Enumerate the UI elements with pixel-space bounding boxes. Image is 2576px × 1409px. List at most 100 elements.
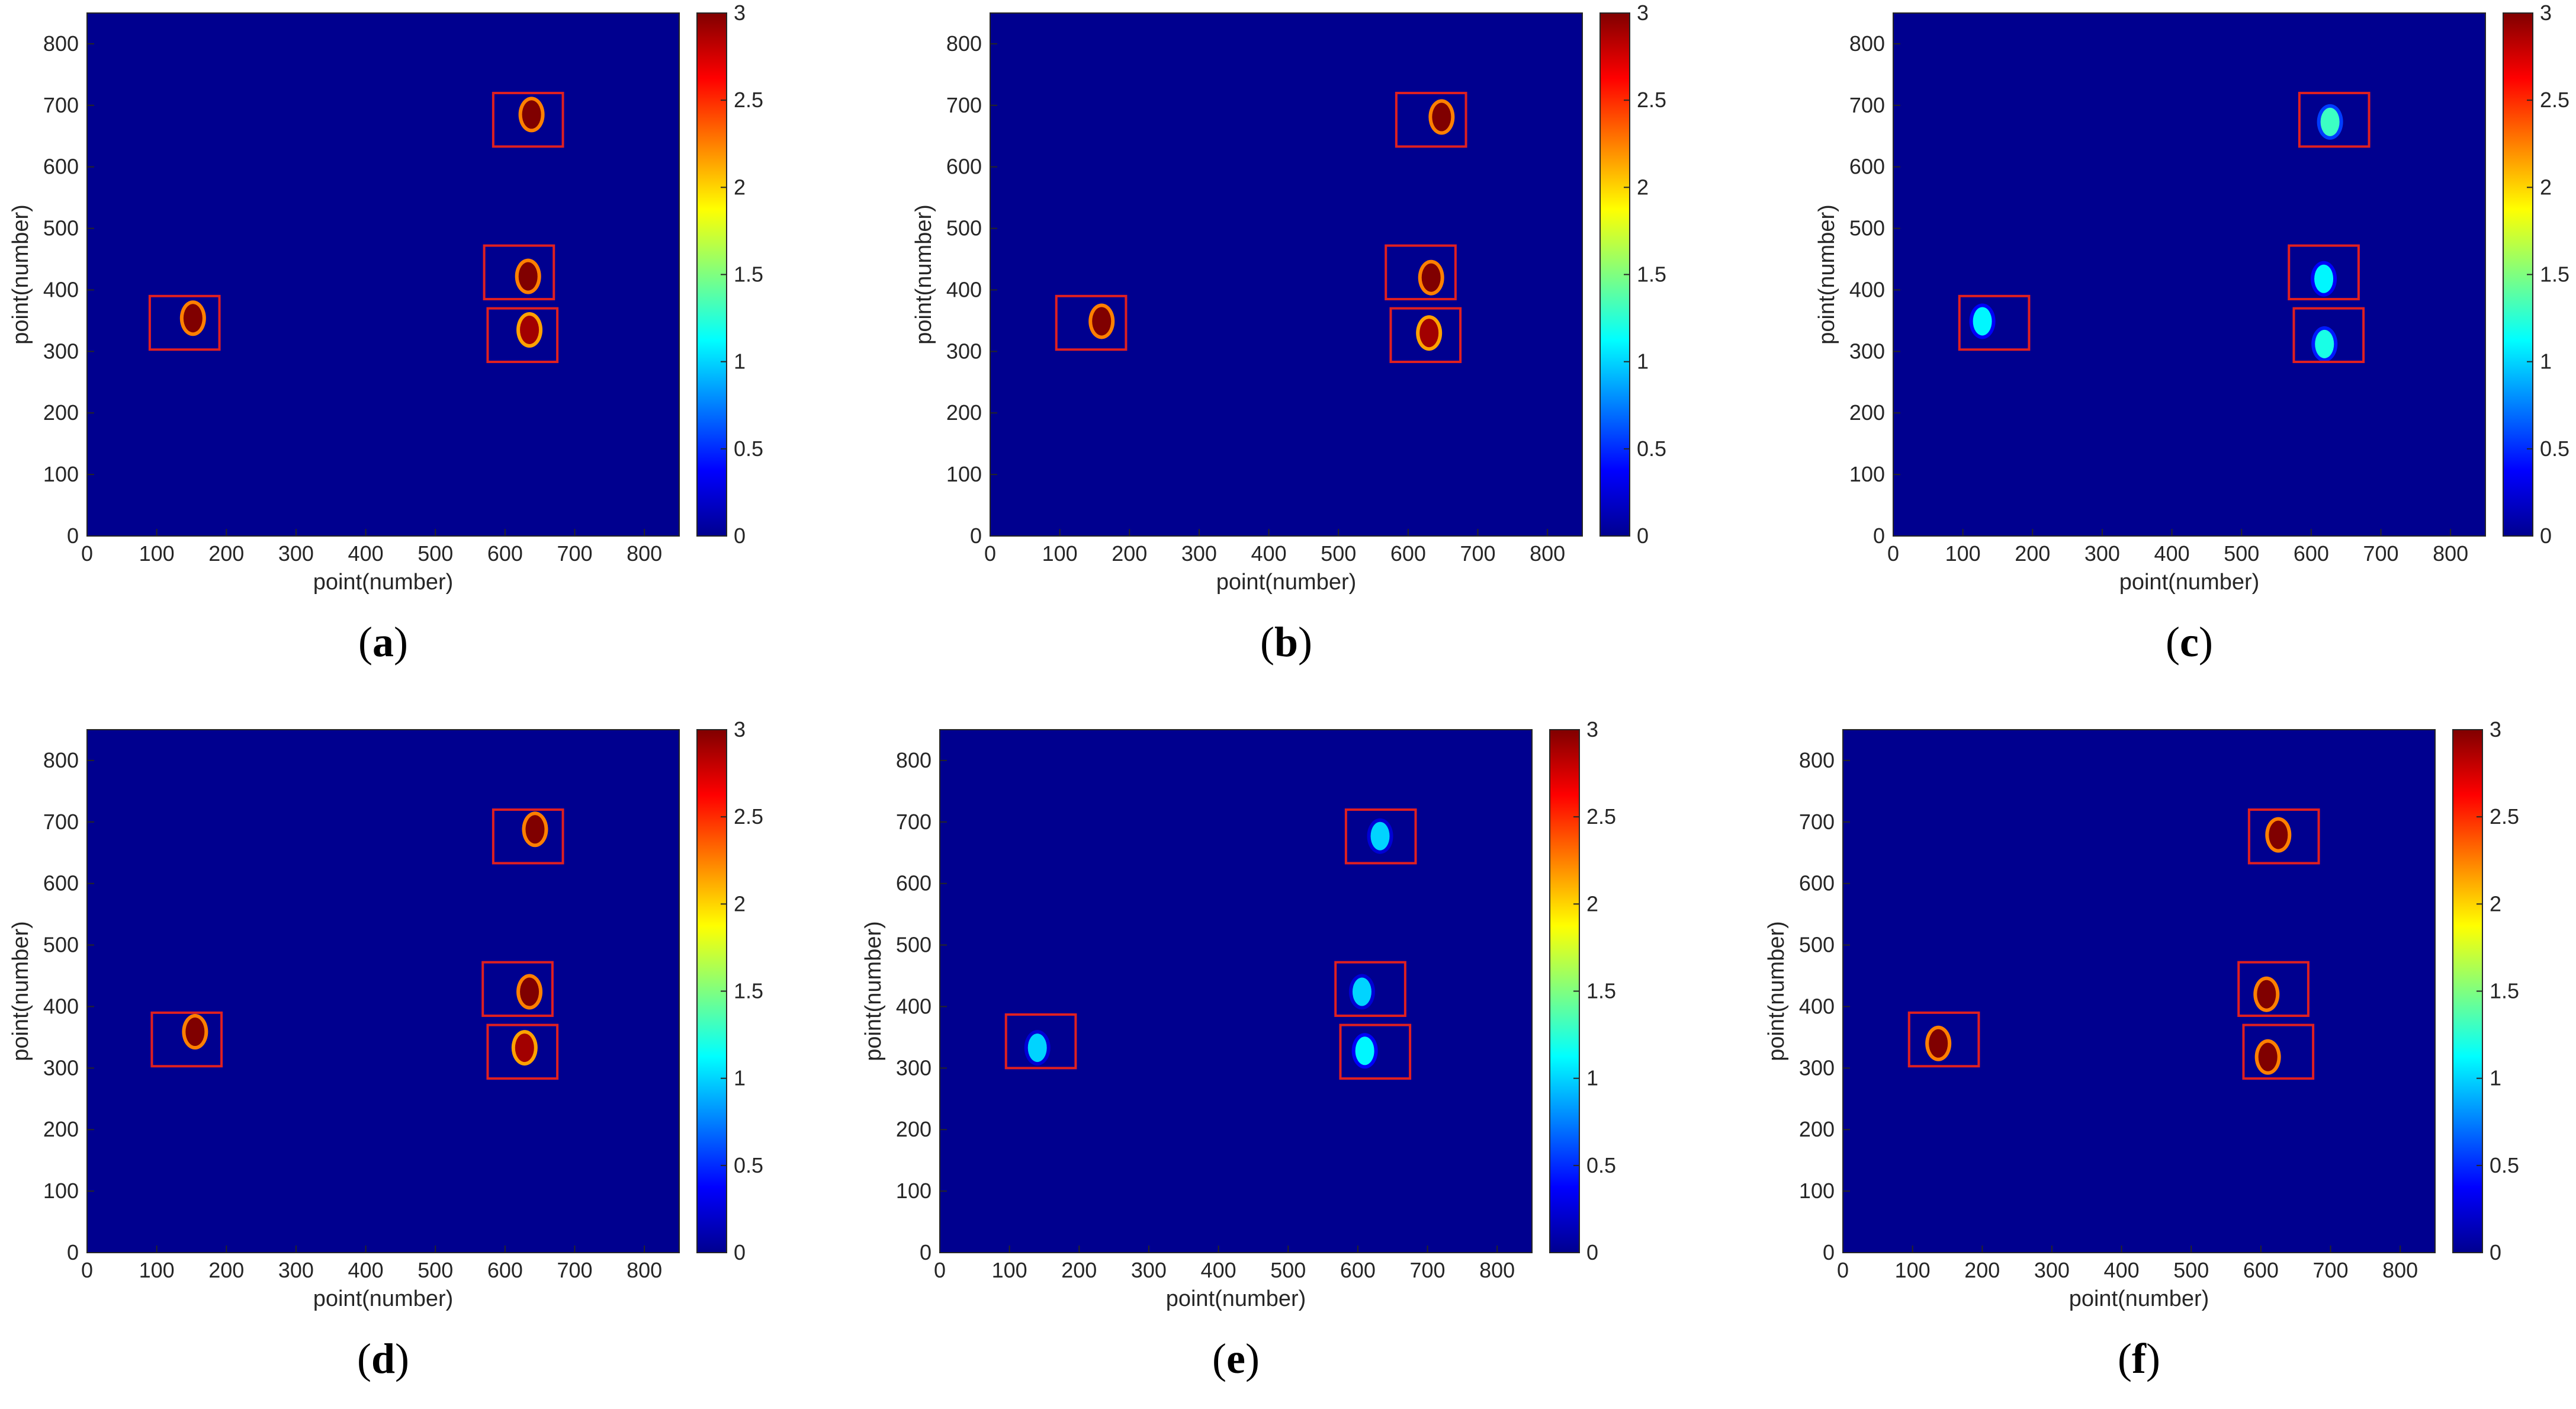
- x-tick-label: 700: [1460, 541, 1495, 566]
- heatmap-blob: [518, 262, 538, 291]
- x-tick-label: 700: [2312, 1258, 2348, 1282]
- x-tick-label: 300: [278, 1258, 314, 1282]
- panel-caption: (d): [357, 1335, 409, 1382]
- x-tick-label: 200: [1964, 1258, 2000, 1282]
- y-tick-label: 100: [43, 1179, 79, 1203]
- y-tick-label: 300: [1849, 339, 1885, 363]
- panel-caption: (c): [2166, 618, 2213, 666]
- colorbar-tick-label: 0.5: [1637, 436, 1666, 461]
- target-box: [1344, 808, 1417, 865]
- x-tick-label: 0: [984, 541, 996, 566]
- heatmap-blob: [1419, 319, 1439, 348]
- chart-panel-b: 0 100 200 300 400 500 600 700 800 0 100 200 300 400 50…: [911, 1, 1666, 666]
- x-tick-label: 400: [1201, 1258, 1236, 1282]
- colorbar-tick-label: 3: [2540, 1, 2552, 25]
- y-tick-label: 700: [896, 810, 932, 834]
- heatmap-blob: [1929, 1029, 1948, 1058]
- y-tick-label: 400: [896, 994, 932, 1018]
- heatmap-area: [87, 13, 679, 536]
- y-tick-label: 300: [43, 1055, 79, 1080]
- colorbar-tick-label: 0: [2490, 1240, 2501, 1264]
- target-box: [150, 1011, 223, 1068]
- y-axis-label: point(number): [861, 921, 886, 1061]
- heatmap-blob: [525, 815, 545, 844]
- y-axis-label: point(number): [911, 204, 936, 345]
- target-box: [2237, 961, 2310, 1018]
- colorbar-tick-label: 0: [1586, 1240, 1598, 1264]
- heatmap-blob: [1370, 821, 1390, 850]
- heatmap-blob: [520, 977, 539, 1006]
- heatmap-blob: [1027, 1034, 1047, 1063]
- x-tick-label: 100: [139, 1258, 175, 1282]
- y-axis-label: point(number): [8, 921, 33, 1061]
- colorbar-tick-label: 0: [734, 524, 746, 548]
- y-tick-label: 500: [43, 216, 79, 240]
- y-tick-label: 800: [43, 748, 79, 772]
- x-tick-label: 700: [557, 1258, 592, 1282]
- chart-panel-c: 0 100 200 300 400 500 600 700 800 0 100 200 300 400 50…: [1814, 1, 2569, 666]
- heatmap-area: [990, 13, 1582, 536]
- x-tick-label: 200: [2015, 541, 2050, 566]
- x-tick-label: 800: [2382, 1258, 2418, 1282]
- y-tick-label: 200: [1849, 400, 1885, 425]
- y-tick-label: 800: [43, 31, 79, 56]
- x-tick-label: 500: [417, 541, 453, 566]
- colorbar-tick-label: 3: [2490, 717, 2501, 742]
- y-tick-label: 500: [946, 216, 982, 240]
- colorbar-tick-label: 2.5: [734, 804, 763, 829]
- y-axis-label: point(number): [1764, 921, 1789, 1061]
- y-axis-label: point(number): [8, 204, 33, 345]
- y-tick-label: 800: [896, 748, 932, 772]
- colorbar-tick-label: 2.5: [2490, 804, 2519, 829]
- x-tick-label: 200: [208, 1258, 244, 1282]
- target-box: [481, 961, 554, 1018]
- x-axis-label: point(number): [1166, 1286, 1306, 1311]
- heatmap-blob: [1432, 102, 1451, 131]
- target-box: [2242, 1023, 2315, 1080]
- x-tick-label: 500: [2224, 541, 2259, 566]
- y-tick-label: 300: [946, 339, 982, 363]
- colorbar-tick-label: 2.5: [1637, 88, 1666, 112]
- y-tick-label: 400: [946, 277, 982, 301]
- x-tick-label: 800: [1479, 1258, 1515, 1282]
- panel-caption: (e): [1212, 1335, 1260, 1382]
- target-box: [483, 244, 555, 301]
- y-tick-label: 700: [43, 810, 79, 834]
- colorbar-tick-label: 2: [1586, 891, 1598, 916]
- target-box: [1339, 1023, 1412, 1080]
- x-axis-label: point(number): [313, 570, 454, 595]
- y-tick-label: 600: [43, 155, 79, 179]
- panel-caption: (a): [358, 618, 408, 666]
- x-tick-label: 600: [1340, 1258, 1376, 1282]
- x-tick-label: 200: [1061, 1258, 1097, 1282]
- colorbar-tick-label: 1: [734, 349, 746, 374]
- colorbar-tick-label: 0: [734, 1240, 746, 1264]
- x-tick-label: 600: [487, 1258, 523, 1282]
- heatmap-blob: [1421, 263, 1441, 292]
- heatmap-blob: [1355, 1036, 1374, 1065]
- y-tick-label: 600: [43, 871, 79, 896]
- target-box: [486, 1023, 559, 1080]
- chart-panel-a: 0 100 200 300 400 500 600 700 800 0 100 200 300 400 50…: [8, 1, 763, 666]
- chart-panel-e: 0 100 200 300 400 500 600 700 800 0 100 200 300 400 50…: [861, 717, 1616, 1382]
- heatmap-blob: [515, 1034, 534, 1063]
- colorbar-tick-label: 1: [1637, 349, 1649, 374]
- heatmap-blob: [2314, 264, 2334, 293]
- heatmap-blob: [522, 100, 541, 129]
- target-box: [1004, 1013, 1077, 1070]
- x-tick-label: 400: [348, 541, 384, 566]
- heatmap-blob: [1092, 307, 1112, 336]
- x-tick-label: 800: [627, 1258, 662, 1282]
- axes-frame: [86, 729, 680, 1253]
- colorbar-tick-label: 2: [734, 175, 746, 199]
- colorbar-tick-label: 3: [734, 1, 746, 25]
- axes-frame: [990, 12, 1583, 537]
- target-box: [1907, 1011, 1980, 1068]
- heatmap-blob: [183, 304, 203, 333]
- heatmap-blob: [2315, 329, 2334, 358]
- heatmap-blob: [2320, 107, 2340, 136]
- colorbar-tick-label: 2: [1637, 175, 1649, 199]
- heatmap-area: [940, 730, 1532, 1253]
- target-box: [2298, 92, 2371, 148]
- x-tick-label: 300: [278, 541, 314, 566]
